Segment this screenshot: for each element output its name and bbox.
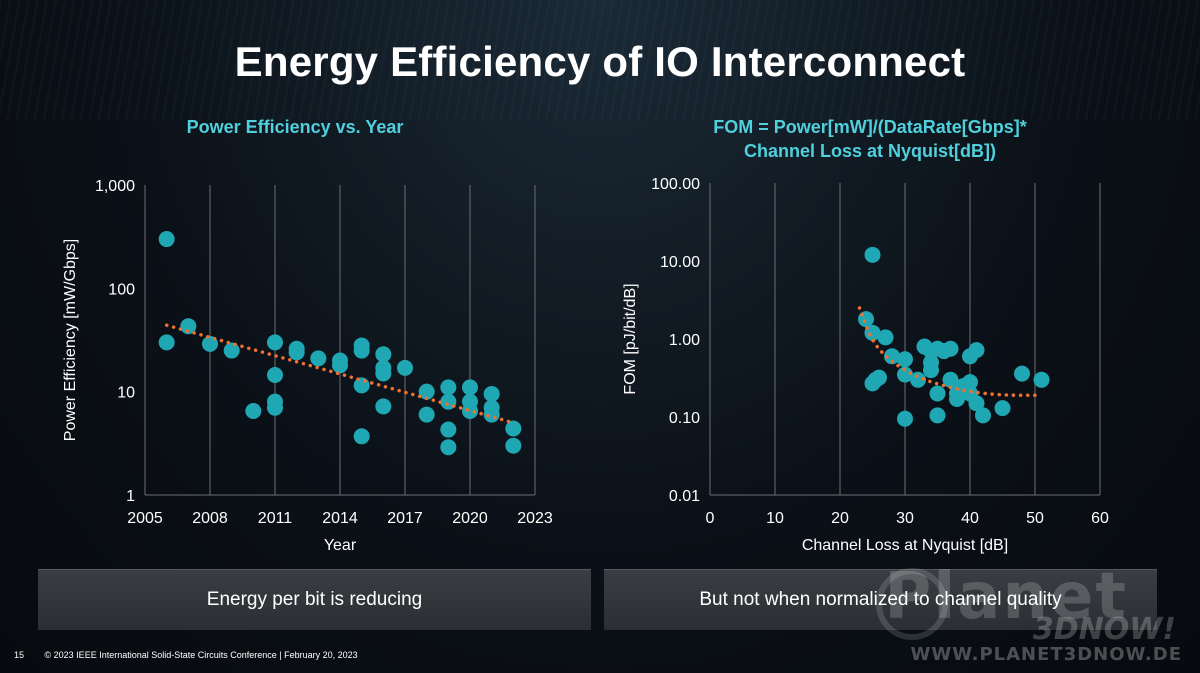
y-tick-label: 100 xyxy=(108,281,135,298)
data-point xyxy=(440,421,457,438)
right-chart-title-line: Channel Loss at Nyquist[dB]) xyxy=(743,141,996,161)
data-point xyxy=(942,371,959,388)
data-point xyxy=(968,395,985,412)
x-tick-label: 50 xyxy=(1026,510,1044,527)
data-point xyxy=(929,385,946,402)
data-point xyxy=(877,329,894,346)
x-axis-title: Year xyxy=(324,537,357,554)
left-caption-text: Energy per bit is reducing xyxy=(206,589,423,610)
right-caption-text: But not when normalized to channel quali… xyxy=(699,589,1062,610)
watermark-url: WWW.PLANET3DNOW.DE xyxy=(910,644,1182,665)
x-tick-label: 2011 xyxy=(258,510,293,527)
data-point xyxy=(505,420,522,437)
right-caption-box: But not when normalized to channel quali… xyxy=(604,569,1157,630)
y-tick-label: 0.10 xyxy=(669,410,700,427)
data-point xyxy=(245,402,262,419)
data-point xyxy=(418,383,435,400)
data-point xyxy=(910,371,926,388)
left-chart: 2005 2008 2011 2014 2017 2020 2023 1,000 100 10 1 Y… xyxy=(62,178,553,554)
x-tick-label: 40 xyxy=(961,510,979,527)
data-point xyxy=(1033,371,1050,388)
data-point xyxy=(267,334,283,351)
x-tick-label: 2014 xyxy=(322,510,358,527)
data-point xyxy=(929,407,946,424)
data-point xyxy=(975,407,991,424)
y-axis-title: FOM [pJ/bit/dB] xyxy=(622,283,639,394)
data-point xyxy=(418,406,435,423)
y-tick-label: 1 xyxy=(126,488,135,505)
data-point xyxy=(864,246,881,263)
y-tick-label: 100.00 xyxy=(651,176,700,193)
data-point xyxy=(375,365,392,382)
data-point xyxy=(375,398,392,415)
y-tick-label: 10 xyxy=(117,385,135,402)
data-point xyxy=(462,402,478,419)
data-point xyxy=(180,318,197,335)
x-axis-title: Channel Loss at Nyquist [dB] xyxy=(802,537,1008,554)
y-axis-title: Power Efficiency [mW/Gbps] xyxy=(62,239,79,441)
data-point xyxy=(962,374,978,391)
x-tick-label: 0 xyxy=(706,510,715,527)
data-point xyxy=(897,410,913,427)
x-tick-label: 20 xyxy=(831,510,849,527)
left-chart-title: Power Efficiency vs. Year xyxy=(186,117,404,137)
right-chart-title: FOM = Power[mW]/(DataRate[Gbps]* Channel … xyxy=(640,115,1100,163)
data-point xyxy=(871,369,887,386)
data-point xyxy=(267,399,283,416)
data-point xyxy=(375,346,392,363)
right-chart-title-line: FOM = Power[mW]/(DataRate[Gbps]* xyxy=(713,117,1027,137)
x-tick-label: 2020 xyxy=(452,510,488,527)
data-point xyxy=(462,379,478,396)
footer: 15 © 2023 IEEE International Solid-State… xyxy=(14,650,358,660)
y-tick-label: 0.01 xyxy=(669,488,700,505)
data-point xyxy=(483,385,500,402)
data-point xyxy=(397,359,413,376)
x-tick-label: 2017 xyxy=(387,510,423,527)
page-number: 15 xyxy=(14,650,25,660)
data-point xyxy=(267,366,283,383)
data-point xyxy=(353,342,370,359)
y-tick-label: 1.00 xyxy=(669,332,700,349)
data-point xyxy=(505,437,522,454)
footer-text: © 2023 IEEE International Solid-State Ci… xyxy=(44,650,358,660)
data-point xyxy=(332,357,348,374)
data-point xyxy=(288,344,305,361)
x-tick-label: 2005 xyxy=(127,510,163,527)
x-tick-label: 2023 xyxy=(517,510,553,527)
y-tick-label: 10.00 xyxy=(660,254,700,271)
x-tick-label: 30 xyxy=(896,510,914,527)
data-point xyxy=(994,400,1011,417)
data-point xyxy=(968,342,985,359)
data-point xyxy=(353,428,370,445)
data-point xyxy=(158,334,175,351)
data-point xyxy=(158,231,175,248)
data-point xyxy=(440,439,457,456)
left-caption-box: Energy per bit is reducing xyxy=(38,569,591,630)
data-point xyxy=(1014,365,1030,382)
data-point xyxy=(897,351,913,368)
right-chart: 0 10 20 30 40 50 60 100.00 10.00 1.00 0.10 0.01 Chan… xyxy=(622,176,1109,554)
trendline xyxy=(857,306,1044,398)
x-tick-label: 60 xyxy=(1091,510,1109,527)
data-point xyxy=(942,340,959,357)
data-point xyxy=(897,366,913,383)
data-point xyxy=(223,342,240,359)
slide-title: Energy Efficiency of IO Interconnect xyxy=(234,38,966,85)
y-tick-label: 1,000 xyxy=(95,178,135,195)
data-point xyxy=(884,348,900,365)
data-point xyxy=(949,391,965,408)
data-point xyxy=(923,362,939,379)
data-point xyxy=(440,379,457,396)
data-point xyxy=(310,350,327,367)
x-tick-label: 2008 xyxy=(192,510,228,527)
x-tick-label: 10 xyxy=(766,510,784,527)
